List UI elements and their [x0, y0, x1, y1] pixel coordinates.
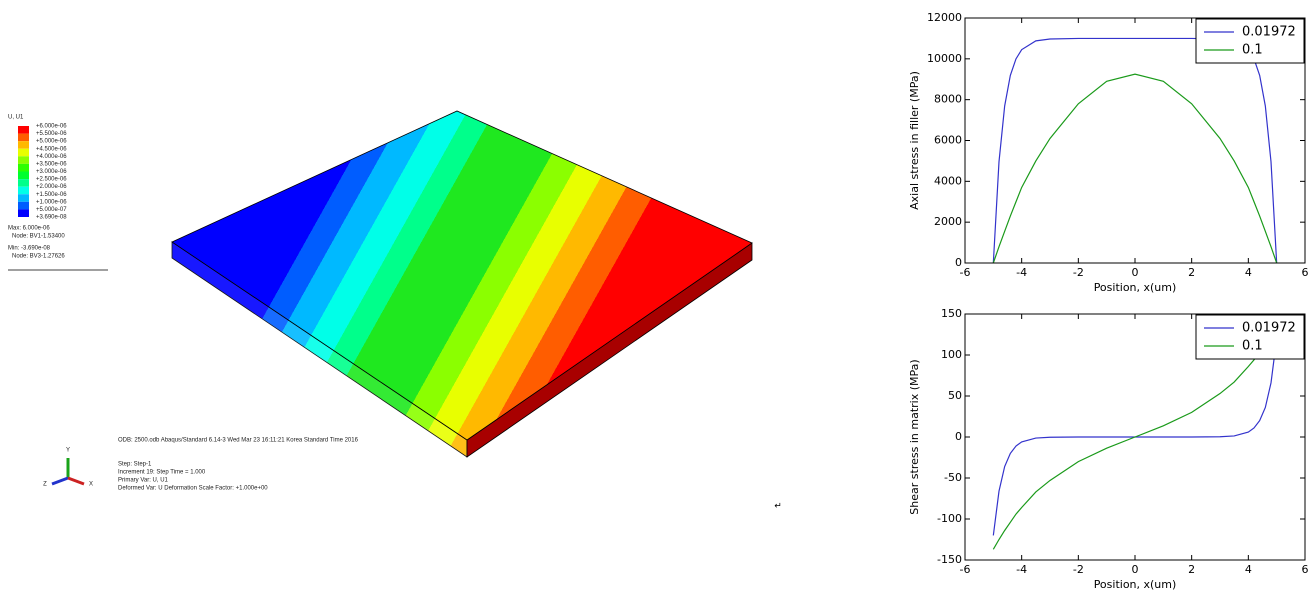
- y-tick-label: 0: [955, 256, 962, 269]
- y-axis-label: Shear stress in matrix (MPa): [908, 359, 921, 514]
- x-tick-label: -4: [1016, 563, 1027, 576]
- extrema-label: Node: BV3-1.27626: [12, 254, 65, 260]
- triad-label: Y: [66, 448, 70, 454]
- legend-label: +5.000e-06: [36, 139, 67, 145]
- slab-top: [171, 110, 753, 441]
- info-line: Deformed Var: U Deformation Scale Factor…: [118, 486, 268, 492]
- legend-swatch: [18, 201, 29, 210]
- legend-label: +2.000e-06: [36, 184, 67, 190]
- x-tick-label: -6: [960, 563, 971, 576]
- info-line: Increment 19: Step Time = 1.000: [118, 470, 206, 476]
- legend-label: +5.000e-07: [36, 207, 67, 213]
- axis-x: [67, 476, 85, 486]
- y-tick-label: 4000: [934, 174, 962, 187]
- legend-box: [1195, 314, 1305, 360]
- legend-label: 0.1: [1242, 43, 1263, 58]
- legend-swatch: [18, 141, 29, 149]
- legend-swatch: [18, 163, 29, 172]
- x-tick-label: -6: [960, 266, 971, 279]
- legend-swatch: [18, 209, 29, 217]
- y-tick-label: 150: [941, 307, 962, 320]
- legend-label: +2.500e-06: [36, 177, 67, 183]
- charts: -6 -4 -2 0 2 4 6020004000600080001000012000Pos…: [908, 11, 1309, 591]
- y-tick-label: 10000: [927, 52, 962, 65]
- x-tick-label: 0: [1132, 266, 1139, 279]
- legend-label: 0.01972: [1242, 321, 1296, 336]
- axis-z: [51, 476, 69, 486]
- fea-model: [171, 110, 753, 458]
- legend-swatch: [18, 194, 29, 202]
- legend-label: +5.500e-06: [36, 131, 67, 137]
- y-tick-label: 8000: [934, 93, 962, 106]
- return-mark: ↵: [774, 502, 782, 512]
- legend-label: +3.690e-08: [36, 215, 67, 221]
- legend-label: +4.500e-06: [36, 146, 67, 152]
- triad-label: Z: [43, 482, 47, 488]
- legend-box: [1195, 18, 1305, 64]
- y-axis-label: Axial stress in filler (MPa): [908, 71, 921, 210]
- x-tick-label: -2: [1073, 266, 1084, 279]
- y-tick-label: 2000: [934, 215, 962, 228]
- legend-label: +3.000e-06: [36, 169, 67, 175]
- triad: Y Z X: [43, 448, 93, 488]
- x-tick-label: 2: [1188, 563, 1195, 576]
- legend-swatch: [18, 133, 29, 142]
- y-tick-label: 100: [941, 348, 962, 361]
- x-tick-label: 6: [1302, 563, 1309, 576]
- legend-label: 0.01972: [1242, 25, 1296, 40]
- info-line: Primary Var: U, U1: [118, 478, 169, 484]
- extrema-label: Node: BV1-1.53400: [12, 234, 65, 240]
- y-tick-label: 12000: [927, 11, 962, 24]
- x-tick-label: 0: [1132, 563, 1139, 576]
- x-tick-label: -4: [1016, 266, 1027, 279]
- y-tick-label: 50: [948, 389, 962, 402]
- legend-swatch: [18, 126, 29, 134]
- x-tick-label: 6: [1302, 266, 1309, 279]
- x-tick-label: 2: [1188, 266, 1195, 279]
- legend-label: +1.000e-06: [36, 199, 67, 205]
- x-axis-label: Position, x(um): [1094, 578, 1177, 591]
- y-tick-label: 6000: [934, 134, 962, 147]
- legend-label: +4.000e-06: [36, 154, 67, 160]
- contour-legend: U, U1 +6.000e-06+5.500e-06 +5.000e-06+4.5…: [8, 115, 108, 271]
- legend-swatch: [18, 156, 29, 164]
- info-block: ODB: 2500.odb Abaqus/Standard 6.14-3 Wed…: [118, 438, 359, 492]
- extrema-label: Min: -3.690e-08: [8, 246, 51, 252]
- legend-swatch: [18, 148, 29, 157]
- legend-label: 0.1: [1242, 339, 1263, 354]
- legend-swatch: [18, 179, 29, 187]
- y-tick-label: -100: [937, 512, 962, 525]
- legend-label: +1.500e-06: [36, 192, 67, 198]
- y-tick-label: 0: [955, 430, 962, 443]
- data-line: [992, 73, 1278, 263]
- legend-title: U, U1: [8, 115, 24, 121]
- legend-label: +6.000e-06: [36, 124, 67, 130]
- info-line: ODB: 2500.odb Abaqus/Standard 6.14-3 Wed…: [118, 438, 359, 444]
- x-tick-label: 4: [1245, 266, 1252, 279]
- legend-label: +3.500e-06: [36, 161, 67, 167]
- legend-swatch: [18, 186, 29, 195]
- triad-label: X: [89, 482, 93, 488]
- x-tick-label: -2: [1073, 563, 1084, 576]
- y-tick-label: -150: [937, 553, 962, 566]
- info-line: Step: Step-1: [118, 462, 152, 468]
- x-tick-label: 4: [1245, 563, 1252, 576]
- data-line: [992, 37, 1278, 263]
- extrema-label: Max: 6.000e-06: [8, 226, 50, 232]
- y-tick-label: -50: [944, 471, 962, 484]
- x-axis-label: Position, x(um): [1094, 281, 1177, 294]
- legend-swatch: [18, 171, 29, 180]
